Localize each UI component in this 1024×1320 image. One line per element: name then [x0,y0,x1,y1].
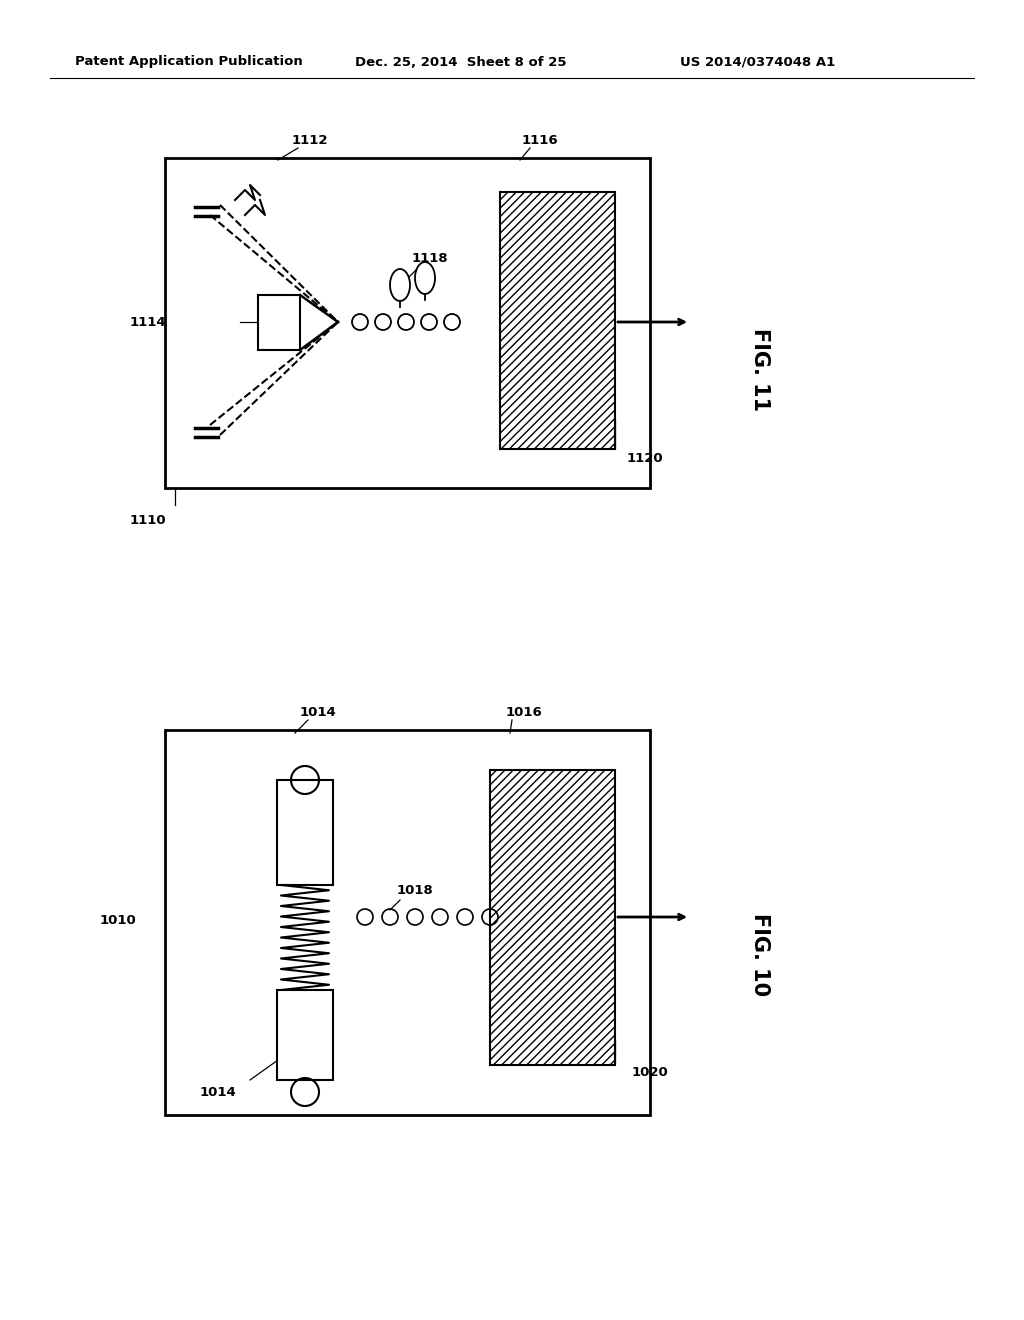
Bar [490,770,615,1065]
Text: 1016: 1016 [506,705,543,718]
Text: Dec. 25, 2014  Sheet 8 of 25: Dec. 25, 2014 Sheet 8 of 25 [355,55,566,69]
Text: Patent Application Publication: Patent Application Publication [75,55,303,69]
Text: 1020: 1020 [632,1065,669,1078]
Bar [165,730,650,1115]
Bar [500,191,615,449]
Ellipse shape [390,269,410,301]
Bar [258,294,300,350]
Bar [165,158,650,488]
Text: US 2014/0374048 A1: US 2014/0374048 A1 [680,55,836,69]
Text: 1010: 1010 [99,913,136,927]
Text: 1014: 1014 [300,705,336,718]
Text: 1112: 1112 [292,133,329,147]
Text: 1114: 1114 [130,315,166,329]
Text: FIG. 10: FIG. 10 [750,913,770,997]
Text: 1120: 1120 [627,451,664,465]
Text: 1110: 1110 [130,513,166,527]
Text: 1118: 1118 [412,252,449,264]
Bar [278,780,333,884]
Ellipse shape [415,261,435,294]
Text: FIG. 11: FIG. 11 [750,329,770,412]
Bar [278,990,333,1080]
Text: 1116: 1116 [521,133,558,147]
Text: 1014: 1014 [200,1085,237,1098]
Text: 1018: 1018 [396,883,433,896]
